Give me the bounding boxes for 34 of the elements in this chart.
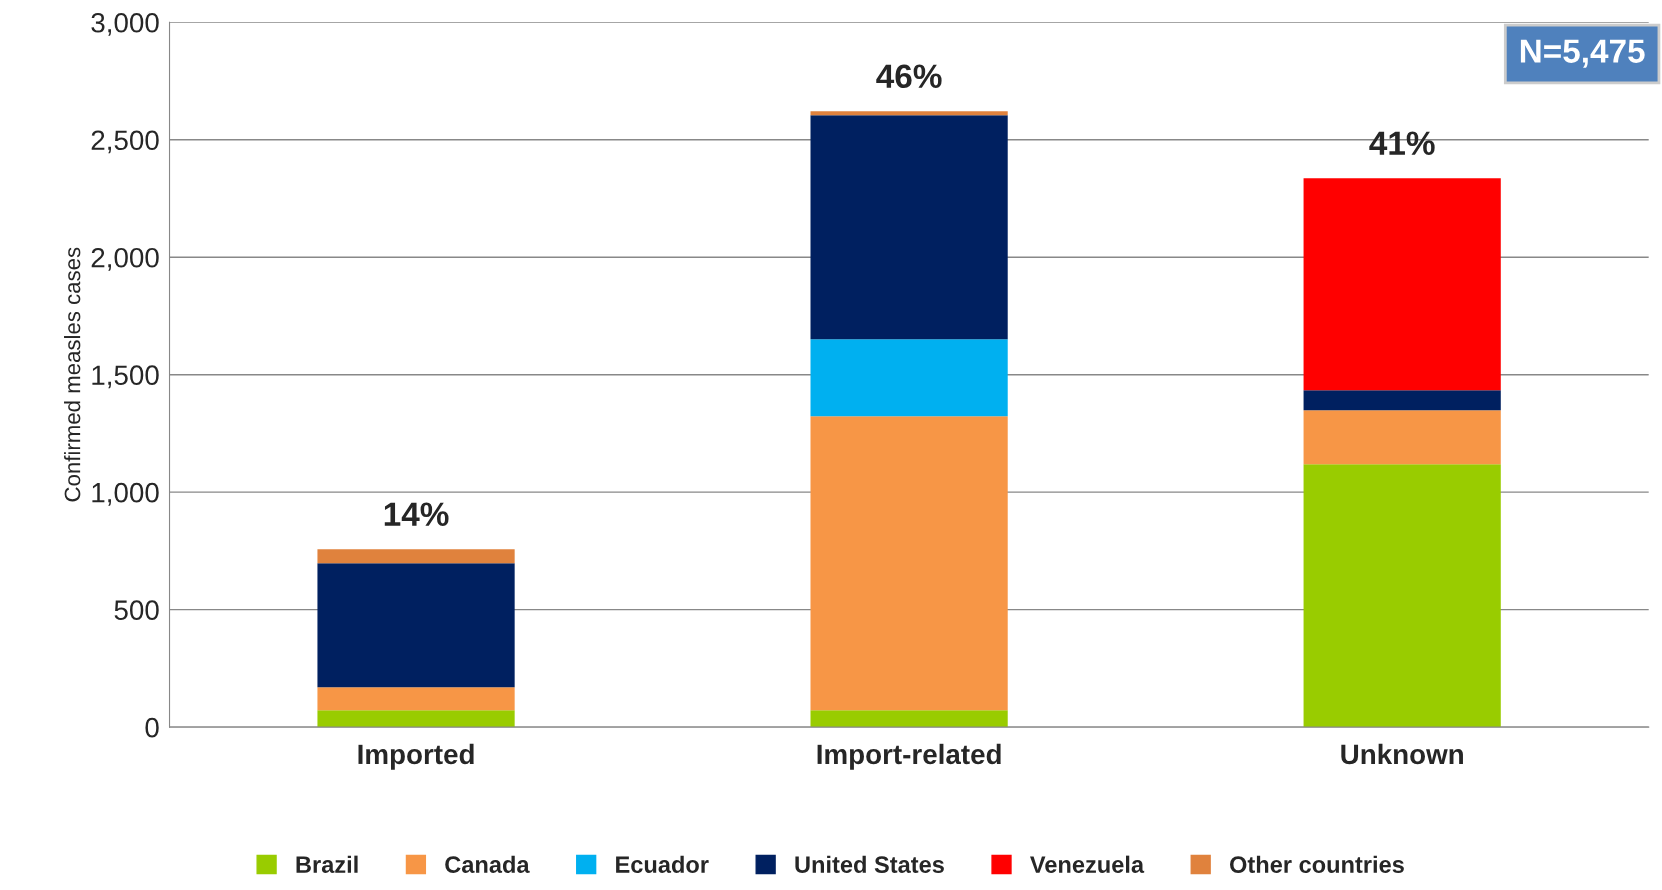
y-tick-label: 500 [114, 600, 159, 620]
y-tick-label: 0 [145, 717, 159, 738]
bar [317, 549, 515, 564]
legend-label: Other countries [1230, 855, 1404, 873]
legend-label: United States [795, 855, 944, 873]
bar [810, 416, 1008, 711]
x-tick-label: Import-related [817, 743, 1001, 770]
x-tick-label: Imported [358, 743, 474, 770]
y-axis-title: Confirmed measles cases [64, 247, 81, 502]
bar [810, 111, 1008, 116]
annotation: 46% [876, 64, 942, 89]
bar [810, 339, 1008, 417]
legend-label: Canada [445, 855, 530, 873]
y-tick-label: 2,500 [91, 130, 159, 154]
bar [1303, 390, 1501, 411]
annotation: N=5,475 [1520, 39, 1645, 68]
bar [317, 687, 515, 711]
bar [317, 563, 515, 688]
bar [1303, 178, 1501, 391]
bar [1303, 464, 1501, 728]
legend-label: Ecuador [616, 855, 709, 873]
bar [810, 115, 1008, 340]
y-tick-label: 1,000 [92, 482, 159, 506]
annotation: 41% [1369, 131, 1435, 155]
bar [810, 710, 1008, 728]
x-tick-label: Unknown [1341, 743, 1463, 765]
y-tick-label: 3,000 [91, 12, 159, 36]
bar [317, 710, 515, 728]
legend-label: Venezuela [1030, 855, 1145, 873]
annotation: 14% [384, 502, 449, 526]
bar [1303, 410, 1501, 465]
y-tick-label: 1,500 [92, 365, 159, 389]
y-tick-label: 2,000 [91, 247, 159, 271]
legend-label: Brazil [296, 855, 358, 873]
